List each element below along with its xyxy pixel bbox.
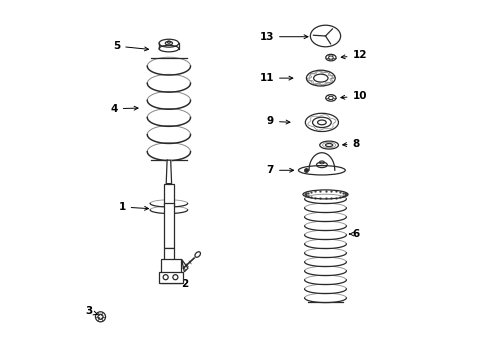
Text: 12: 12 <box>341 50 366 60</box>
Bar <box>163 248 174 260</box>
Text: 4: 4 <box>110 104 138 114</box>
Bar <box>163 184 174 205</box>
Text: 2: 2 <box>176 277 188 289</box>
Text: 13: 13 <box>259 32 307 42</box>
Bar <box>159 272 183 283</box>
Text: 1: 1 <box>118 202 148 212</box>
Text: 10: 10 <box>340 91 366 101</box>
Text: 6: 6 <box>349 229 359 239</box>
Text: 9: 9 <box>266 116 289 126</box>
Bar <box>160 259 181 283</box>
Text: 3: 3 <box>85 306 98 316</box>
Text: 5: 5 <box>113 41 148 51</box>
Polygon shape <box>166 160 171 184</box>
Text: 7: 7 <box>266 165 293 175</box>
Text: 8: 8 <box>342 139 359 149</box>
Bar <box>164 203 173 248</box>
Text: 11: 11 <box>259 73 292 83</box>
